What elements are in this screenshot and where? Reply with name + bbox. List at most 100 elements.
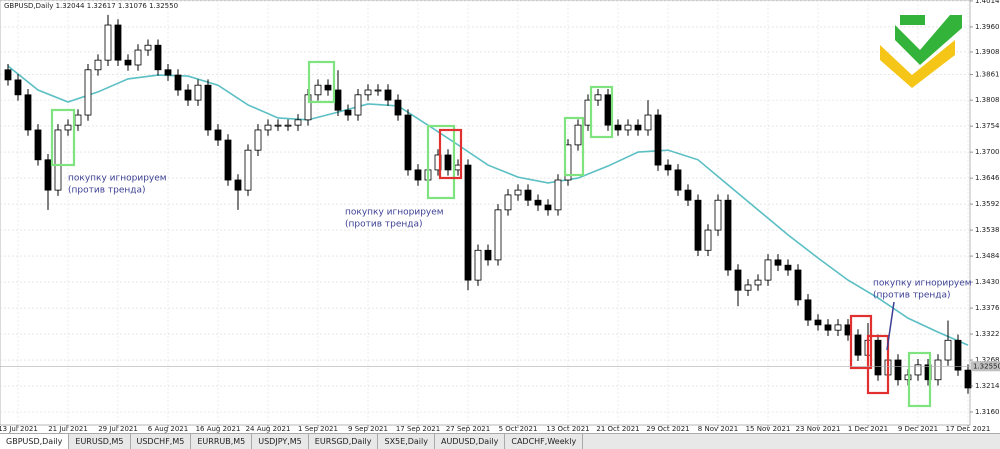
candle-body bbox=[94, 59, 102, 71]
x-tick-label: 6 Aug 2021 bbox=[148, 425, 188, 433]
candle-body bbox=[494, 209, 502, 261]
box-green bbox=[907, 351, 932, 408]
annotation-text: (против тренда) bbox=[345, 220, 423, 230]
candle-body bbox=[4, 69, 12, 81]
chart-tab[interactable]: EURSGD,Daily bbox=[309, 434, 379, 449]
annotation-text: (против тренда) bbox=[873, 291, 951, 301]
candle-body bbox=[214, 129, 222, 141]
y-tick-label: 1.36460 bbox=[975, 174, 1000, 182]
candle-body bbox=[474, 249, 482, 281]
chart-tab[interactable]: CADCHF,Weekly bbox=[505, 434, 584, 449]
candle-body bbox=[544, 204, 552, 211]
candle-body bbox=[624, 124, 632, 131]
candle-body bbox=[534, 199, 542, 206]
annotation-text: покупку игнорируем bbox=[68, 174, 167, 184]
candle-body bbox=[244, 149, 252, 191]
box-green bbox=[307, 60, 336, 104]
x-tick-label: 21 Jul 2021 bbox=[48, 425, 88, 433]
candle-body bbox=[804, 299, 812, 321]
y-tick-label: 1.34840 bbox=[975, 252, 1000, 260]
chart-tab[interactable]: AUDUSD,Daily bbox=[435, 434, 506, 449]
candle-body bbox=[894, 359, 902, 381]
candle-body bbox=[604, 94, 612, 126]
x-tick-label: 29 Oct 2021 bbox=[646, 425, 689, 433]
candle-body bbox=[764, 259, 772, 281]
candle-body bbox=[744, 284, 752, 291]
candle-body bbox=[284, 124, 292, 127]
chart-tab[interactable]: GBPUSD,Daily bbox=[0, 434, 70, 449]
y-tick-label: 1.33760 bbox=[975, 304, 1000, 312]
candle-body bbox=[274, 124, 282, 127]
candle-body bbox=[944, 339, 952, 361]
y-tick-label: 1.39080 bbox=[975, 48, 1000, 56]
chart-tab[interactable]: SX5E,Daily bbox=[378, 434, 435, 449]
candle-body bbox=[324, 84, 332, 91]
chart-tab[interactable]: EURRUB,M5 bbox=[191, 434, 253, 449]
candle-body bbox=[684, 189, 692, 201]
candle-body bbox=[594, 94, 602, 101]
candle-body bbox=[644, 114, 652, 131]
candle-body bbox=[14, 79, 22, 96]
tab-bar: GBPUSD,Daily EURUSD,M5 USDCHF,M5 EURRUB,M5 U… bbox=[0, 433, 1000, 449]
x-tick-label: 13 Jul 2021 bbox=[0, 425, 38, 433]
annotation-text: покупку игнорируем bbox=[345, 208, 444, 218]
candle-body bbox=[334, 89, 342, 111]
candle-body bbox=[364, 89, 372, 96]
candle-body bbox=[754, 279, 762, 286]
box-red bbox=[866, 334, 890, 395]
candle-body bbox=[724, 199, 732, 271]
candle-body bbox=[194, 84, 202, 101]
candle-body bbox=[64, 124, 72, 131]
y-tick-label: 1.37000 bbox=[975, 148, 1000, 156]
annotation-text: покупку игнорируем bbox=[873, 279, 972, 289]
box-green bbox=[426, 124, 456, 200]
x-tick-label: 1 Dec 2021 bbox=[848, 425, 888, 433]
candle-body bbox=[694, 199, 702, 251]
box-green bbox=[50, 108, 76, 167]
annotation-text: (против тренда) bbox=[68, 186, 146, 196]
candle-body bbox=[854, 334, 862, 356]
candle-body bbox=[714, 199, 722, 231]
x-tick-label: 17 Dec 2021 bbox=[946, 425, 991, 433]
candle-body bbox=[734, 269, 742, 291]
chart-tab[interactable]: EURUSD,M5 bbox=[69, 434, 131, 449]
chart-title: GBPUSD,Daily 1.32044 1.32617 1.31076 1.3… bbox=[4, 2, 178, 10]
candle-body bbox=[554, 179, 562, 211]
candle-body bbox=[444, 154, 452, 171]
candle-body bbox=[314, 84, 322, 96]
chart-tab[interactable]: USDCHF,M5 bbox=[131, 434, 192, 449]
candle-body bbox=[384, 89, 392, 101]
candle-body bbox=[114, 24, 122, 61]
candle-body bbox=[374, 89, 382, 92]
candle-body bbox=[344, 109, 352, 116]
candle-body bbox=[54, 129, 62, 191]
y-tick-label: 1.37540 bbox=[975, 122, 1000, 130]
chart-tab[interactable]: USDJPY,M5 bbox=[252, 434, 309, 449]
x-tick-label: 9 Dec 2021 bbox=[898, 425, 938, 433]
candle-body bbox=[934, 359, 942, 381]
candle-body bbox=[484, 249, 492, 261]
candle-body bbox=[874, 339, 882, 376]
candle-body bbox=[664, 164, 672, 171]
candle-body bbox=[354, 94, 362, 116]
candle-body bbox=[524, 189, 532, 201]
candle-body bbox=[704, 229, 712, 251]
x-tick-label: 24 Aug 2021 bbox=[246, 425, 291, 433]
candle-body bbox=[164, 69, 172, 76]
box-green bbox=[589, 85, 614, 139]
candle-body bbox=[914, 364, 922, 376]
candle-body bbox=[504, 194, 512, 211]
candle-body bbox=[204, 84, 212, 131]
x-tick-label: 8 Nov 2021 bbox=[698, 425, 738, 433]
candle-body bbox=[134, 49, 142, 66]
candle-body bbox=[784, 264, 792, 271]
y-tick-label: 1.35380 bbox=[975, 226, 1000, 234]
candle-body bbox=[264, 124, 272, 131]
candle-body bbox=[74, 114, 82, 126]
box-red bbox=[849, 314, 873, 370]
plot-area bbox=[0, 0, 971, 426]
x-tick-label: 16 Aug 2021 bbox=[196, 425, 241, 433]
y-tick-label: 1.33220 bbox=[975, 330, 1000, 338]
candle-body bbox=[144, 44, 152, 51]
